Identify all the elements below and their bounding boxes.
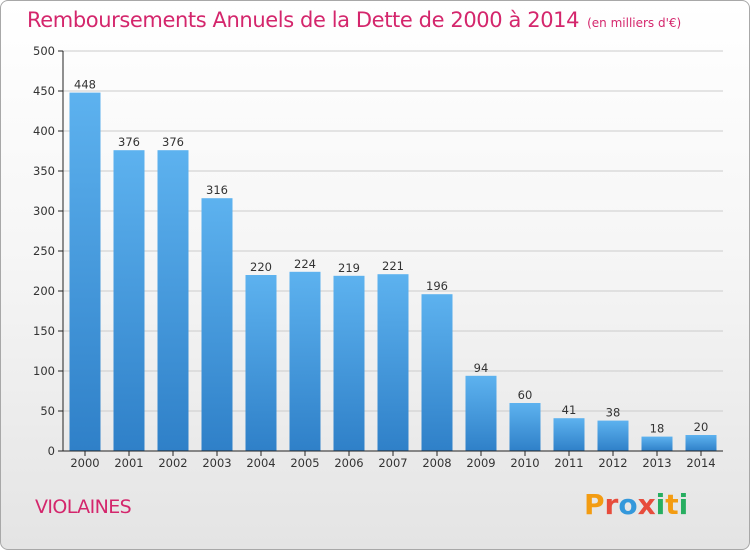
- logo-letter: x: [637, 488, 656, 521]
- x-tick-label: 2013: [642, 456, 671, 470]
- data-label: 60: [518, 388, 533, 402]
- logo-letter: o: [618, 488, 638, 521]
- commune-name: VIOLAINES: [35, 496, 132, 518]
- bar: [421, 294, 453, 451]
- y-tick-label: 150: [33, 324, 55, 338]
- y-tick-label: 500: [33, 44, 55, 58]
- bar: [685, 435, 717, 451]
- data-label: 196: [426, 279, 448, 293]
- y-tick-label: 100: [33, 364, 55, 378]
- data-label: 221: [382, 259, 404, 273]
- bar: [289, 271, 321, 451]
- bar: [377, 274, 409, 451]
- bar: [157, 150, 189, 451]
- bar: [333, 275, 365, 451]
- bar: [509, 403, 541, 451]
- x-tick-label: 2014: [686, 456, 715, 470]
- data-label: 376: [118, 135, 140, 149]
- x-tick-label: 2000: [70, 456, 99, 470]
- data-label: 18: [650, 422, 665, 436]
- chart-title-text: Remboursements Annuels de la Dette de 20…: [27, 8, 580, 32]
- chart-title: Remboursements Annuels de la Dette de 20…: [27, 8, 681, 32]
- x-tick-label: 2003: [202, 456, 231, 470]
- data-label: 448: [74, 78, 96, 92]
- y-tick-label: 450: [33, 84, 55, 98]
- bar: [553, 418, 585, 451]
- bars: [69, 92, 717, 451]
- bar: [245, 275, 277, 451]
- data-label: 220: [250, 260, 272, 274]
- logo-letter: i: [678, 488, 689, 521]
- y-tick-label: 250: [33, 244, 55, 258]
- y-tick-label: 200: [33, 284, 55, 298]
- x-tick-label: 2012: [598, 456, 627, 470]
- bar: [113, 150, 145, 451]
- x-tick-label: 2007: [378, 456, 407, 470]
- logo-letter: t: [665, 488, 679, 521]
- data-label: 41: [562, 403, 577, 417]
- bar: [597, 420, 629, 451]
- data-label: 316: [206, 183, 228, 197]
- x-tick-label: 2010: [510, 456, 539, 470]
- data-label: 219: [338, 261, 360, 275]
- y-tick-label: 350: [33, 164, 55, 178]
- bar: [465, 375, 497, 451]
- data-label: 20: [694, 420, 709, 434]
- data-label: 224: [294, 257, 316, 271]
- bar: [201, 198, 233, 451]
- logo-letter: i: [655, 488, 666, 521]
- x-tick-label: 2006: [334, 456, 363, 470]
- data-label: 94: [474, 361, 489, 375]
- logo-letter: P: [584, 488, 605, 521]
- x-tick-label: 2002: [158, 456, 187, 470]
- y-tick-label: 300: [33, 204, 55, 218]
- data-label: 376: [162, 135, 184, 149]
- y-tick-label: 400: [33, 124, 55, 138]
- data-label: 38: [606, 406, 621, 420]
- x-tick-label: 2005: [290, 456, 319, 470]
- x-tick-label: 2011: [554, 456, 583, 470]
- x-tick-label: 2008: [422, 456, 451, 470]
- x-tick-label: 2001: [114, 456, 143, 470]
- y-tick-label: 50: [40, 404, 55, 418]
- x-tick-label: 2004: [246, 456, 275, 470]
- y-tick-label: 0: [48, 444, 55, 458]
- logo-letter: r: [604, 488, 619, 521]
- proxiti-logo: Proxiti: [584, 488, 688, 521]
- data-labels: 448 376 376 316 220 224 219 221 196 94 60 41 38 18 20: [74, 78, 708, 436]
- bar: [69, 92, 101, 451]
- axes: 0 50 100 150 200 250 300 350 400 450 500 2000 2001 20…: [33, 44, 723, 470]
- bar: [641, 436, 673, 451]
- x-tick-label: 2009: [466, 456, 495, 470]
- chart-unit: (en milliers d'€): [587, 16, 682, 30]
